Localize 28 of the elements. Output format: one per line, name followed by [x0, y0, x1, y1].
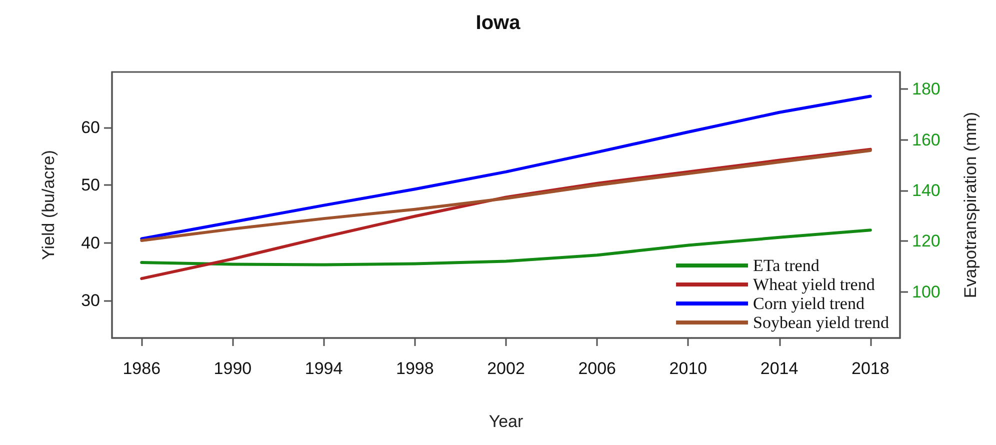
x-tick-label: 2014 — [760, 359, 798, 378]
y2-axis-title: Evapotranspiration (mm) — [961, 112, 980, 298]
x-tick-label: 2010 — [669, 359, 708, 378]
y2-tick-label: 140 — [912, 181, 940, 200]
x-tick-label: 1990 — [214, 359, 252, 378]
y-tick-label: 50 — [81, 176, 100, 195]
y2-tick-label: 180 — [912, 80, 940, 99]
x-axis-title: Year — [488, 412, 524, 431]
x-tick-label: 2002 — [487, 359, 525, 378]
y2-tick-label: 160 — [912, 130, 940, 150]
y2-tick-label: 100 — [912, 282, 940, 302]
legend-label: ETa trend — [753, 256, 820, 275]
x-tick-label: 2006 — [578, 359, 616, 378]
legend-label: Soybean yield trend — [753, 313, 890, 332]
legend-label: Corn yield trend — [753, 294, 865, 313]
x-tick-label: 1994 — [304, 359, 343, 378]
line-series — [140, 94, 872, 240]
x-tick-label: 2018 — [851, 359, 890, 378]
legend-label: Wheat yield trend — [753, 275, 876, 294]
y-axis-title: Yield (bu/acre) — [39, 150, 58, 260]
line-series — [140, 148, 872, 242]
y-tick-label: 30 — [81, 290, 100, 310]
chart-title: Iowa — [476, 12, 522, 34]
y-tick-label: 60 — [81, 118, 100, 137]
x-tick-label: 1986 — [122, 359, 161, 378]
y2-tick-label: 120 — [912, 232, 940, 251]
x-tick-label: 1998 — [396, 359, 434, 378]
y-tick-label: 40 — [81, 233, 100, 252]
